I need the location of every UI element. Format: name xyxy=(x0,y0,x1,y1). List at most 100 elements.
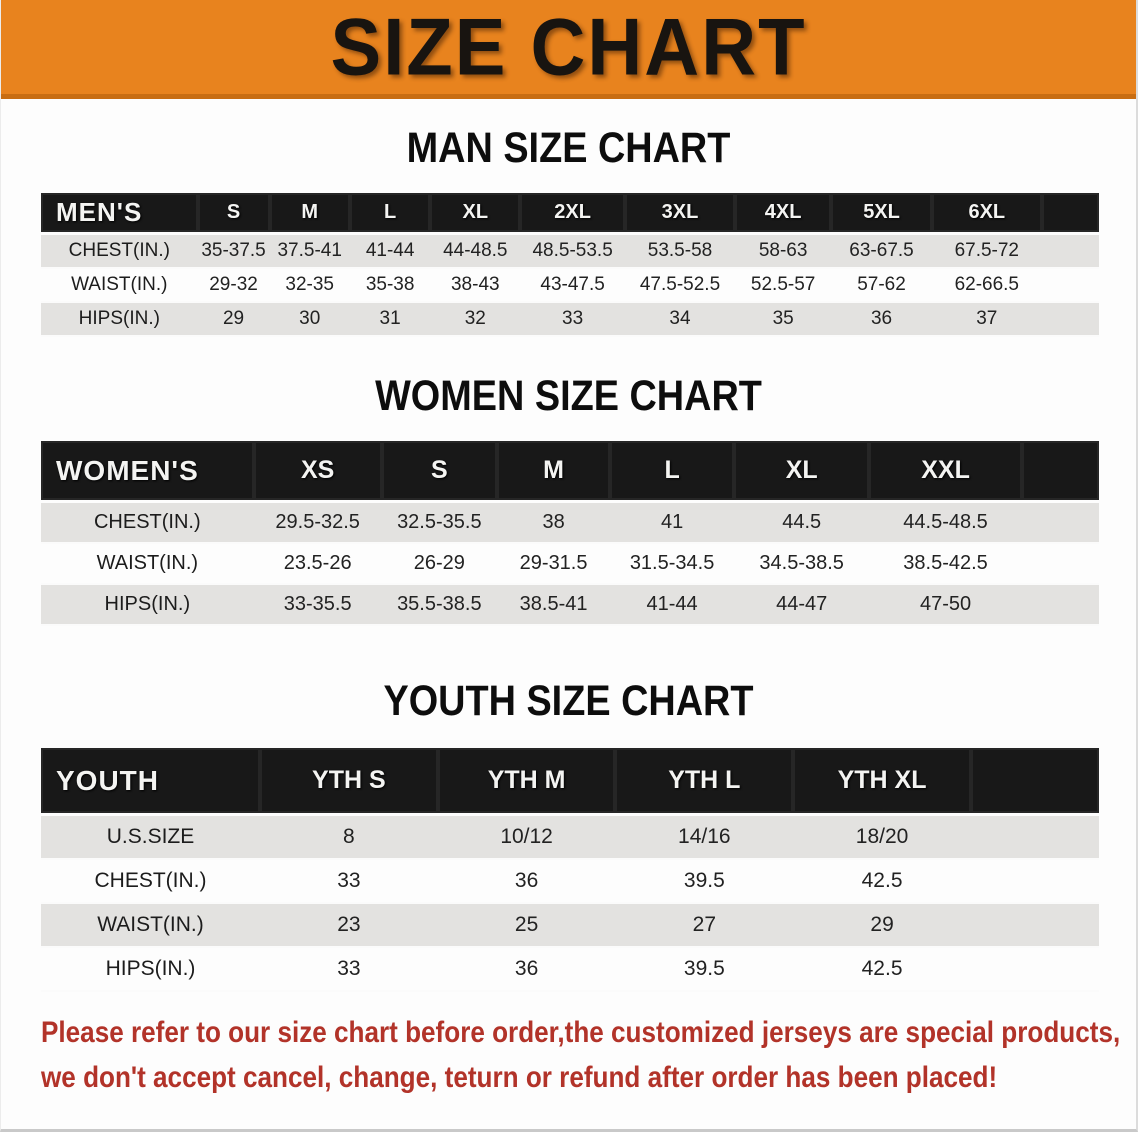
size-column-header: S xyxy=(381,441,497,503)
row-label-cell: CHEST(IN.) xyxy=(41,860,260,904)
youth-size-table: YOUTH YTH S YTH M YTH L YTH XL U.S.SIZE 8 10/12… xyxy=(41,748,1099,992)
table-row: U.S.SIZE 8 10/12 14/16 18/20 xyxy=(41,816,1099,860)
size-value-cell: 32.5-35.5 xyxy=(381,503,497,544)
women-size-table: WOMEN'S XS S M L XL XXL CHEST(IN.) 29.5-32.5 32.5… xyxy=(41,441,1099,626)
size-value-cell: 32-35 xyxy=(269,269,350,303)
table-row: WAIST(IN.) 23 25 27 29 xyxy=(41,904,1099,948)
spacer-cell xyxy=(1021,441,1099,503)
size-column-header: XS xyxy=(253,441,382,503)
spacer-cell xyxy=(1021,585,1099,626)
size-value-cell: 52.5-57 xyxy=(735,269,832,303)
size-value-cell: 29-31.5 xyxy=(496,544,611,585)
size-value-cell: 44-47 xyxy=(733,585,870,626)
size-value-cell: 29 xyxy=(197,303,270,337)
size-column-header: L xyxy=(349,193,431,235)
size-value-cell: 43-47.5 xyxy=(520,269,625,303)
disclaimer: Please refer to our size chart before or… xyxy=(1,1010,1136,1100)
size-value-cell: 57-62 xyxy=(831,269,932,303)
row-label-cell: HIPS(IN.) xyxy=(41,585,254,626)
row-label-cell: CHEST(IN.) xyxy=(41,235,198,269)
row-label-cell: U.S.SIZE xyxy=(41,816,260,860)
table-header-row: WOMEN'S XS S M L XL XXL xyxy=(41,441,1099,503)
spacer-cell xyxy=(970,904,1099,948)
row-label-cell: WAIST(IN.) xyxy=(41,904,260,948)
size-value-cell: 44.5-48.5 xyxy=(869,503,1022,544)
table-row: HIPS(IN.) 29 30 31 32 33 34 35 36 37 xyxy=(41,303,1099,337)
size-value-cell: 38.5-41 xyxy=(496,585,611,626)
size-value-cell: 38-43 xyxy=(430,269,521,303)
size-value-cell: 67.5-72 xyxy=(931,235,1042,269)
spacer-cell xyxy=(970,816,1099,860)
size-value-cell: 29-32 xyxy=(197,269,270,303)
size-value-cell: 31 xyxy=(349,303,431,337)
size-value-cell: 33-35.5 xyxy=(253,585,382,626)
women-size-section: WOMEN SIZE CHART WOMEN'S XS S M L XL XXL CHEST(… xyxy=(1,373,1136,626)
row-label-cell: CHEST(IN.) xyxy=(41,503,254,544)
size-value-cell: 30 xyxy=(269,303,350,337)
size-value-cell: 36 xyxy=(437,860,616,904)
size-value-cell: 63-67.5 xyxy=(831,235,932,269)
size-column-header: YTH S xyxy=(260,748,438,816)
size-value-cell: 10/12 xyxy=(437,816,616,860)
size-value-cell: 33 xyxy=(520,303,625,337)
size-value-cell: 47.5-52.5 xyxy=(624,269,736,303)
size-value-cell: 62-66.5 xyxy=(931,269,1042,303)
size-value-cell: 35-37.5 xyxy=(197,235,270,269)
size-value-cell: 32 xyxy=(430,303,521,337)
size-value-cell: 42.5 xyxy=(793,860,971,904)
size-value-cell: 37.5-41 xyxy=(269,235,350,269)
size-column-header: YTH L xyxy=(615,748,794,816)
size-value-cell: 44-48.5 xyxy=(430,235,521,269)
size-value-cell: 29 xyxy=(793,904,971,948)
size-value-cell: 33 xyxy=(260,860,438,904)
row-label-cell: WAIST(IN.) xyxy=(41,544,254,585)
spacer-cell xyxy=(970,748,1099,816)
size-value-cell: 35 xyxy=(735,303,832,337)
size-value-cell: 27 xyxy=(615,904,794,948)
size-value-cell: 41 xyxy=(610,503,734,544)
size-value-cell: 41-44 xyxy=(349,235,431,269)
spacer-cell xyxy=(970,948,1099,992)
banner-title: SIZE CHART xyxy=(330,1,807,93)
men-size-table: MEN'S S M L XL 2XL 3XL 4XL 5XL 6XL CHEST(IN.) 35-37… xyxy=(41,193,1099,337)
table-row: WAIST(IN.) 23.5-26 26-29 29-31.5 31.5-34.5 34… xyxy=(41,544,1099,585)
size-column-header: XL xyxy=(733,441,870,503)
table-title-cell: YOUTH xyxy=(41,748,260,816)
size-value-cell: 34 xyxy=(624,303,736,337)
size-value-cell: 34.5-38.5 xyxy=(733,544,870,585)
size-column-header: 3XL xyxy=(624,193,736,235)
size-value-cell: 47-50 xyxy=(869,585,1022,626)
spacer-cell xyxy=(1041,269,1099,303)
size-column-header: 5XL xyxy=(831,193,932,235)
size-value-cell: 35-38 xyxy=(349,269,431,303)
size-value-cell: 35.5-38.5 xyxy=(381,585,497,626)
table-title-cell: WOMEN'S xyxy=(41,441,254,503)
size-value-cell: 8 xyxy=(260,816,438,860)
table-row: HIPS(IN.) 33 36 39.5 42.5 xyxy=(41,948,1099,992)
table-row: HIPS(IN.) 33-35.5 35.5-38.5 38.5-41 41-44 44-… xyxy=(41,585,1099,626)
size-column-header: 4XL xyxy=(735,193,832,235)
size-column-header: M xyxy=(269,193,350,235)
size-value-cell: 38.5-42.5 xyxy=(869,544,1022,585)
disclaimer-line-2: we don't accept cancel, change, teturn o… xyxy=(41,1061,998,1094)
size-value-cell: 33 xyxy=(260,948,438,992)
disclaimer-line-1: Please refer to our size chart before or… xyxy=(41,1016,1121,1049)
size-value-cell: 42.5 xyxy=(793,948,971,992)
row-label-cell: HIPS(IN.) xyxy=(41,303,198,337)
size-value-cell: 18/20 xyxy=(793,816,971,860)
size-value-cell: 37 xyxy=(931,303,1042,337)
size-column-header: 6XL xyxy=(931,193,1042,235)
size-value-cell: 53.5-58 xyxy=(624,235,736,269)
size-value-cell: 41-44 xyxy=(610,585,734,626)
table-row: CHEST(IN.) 35-37.5 37.5-41 41-44 44-48.5 48.5… xyxy=(41,235,1099,269)
size-value-cell: 25 xyxy=(437,904,616,948)
row-label-cell: HIPS(IN.) xyxy=(41,948,260,992)
spacer-cell xyxy=(1041,193,1099,235)
table-row: WAIST(IN.) 29-32 32-35 35-38 38-43 43-47.5 47.… xyxy=(41,269,1099,303)
row-label-cell: WAIST(IN.) xyxy=(41,269,198,303)
size-value-cell: 26-29 xyxy=(381,544,497,585)
size-value-cell: 14/16 xyxy=(615,816,794,860)
size-column-header: 2XL xyxy=(520,193,625,235)
men-section-heading: MAN SIZE CHART xyxy=(406,124,731,172)
